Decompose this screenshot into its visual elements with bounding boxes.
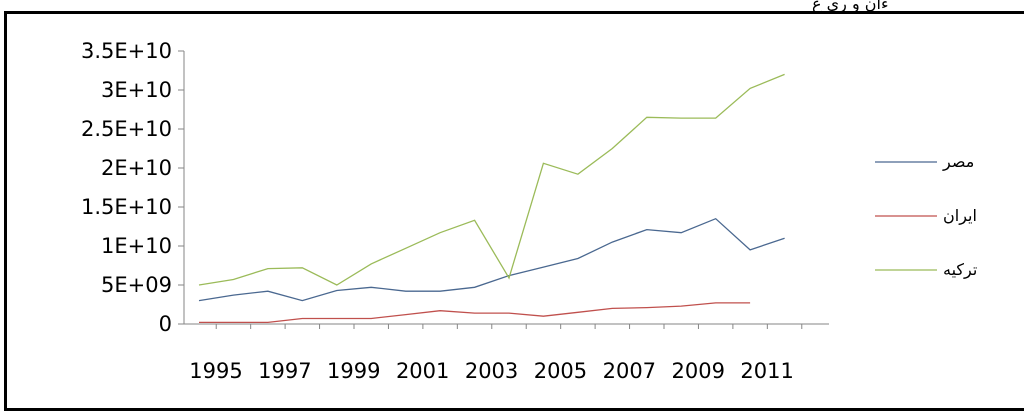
x-tick-label: 2011 <box>740 359 793 383</box>
x-tick-label: 1995 <box>189 359 242 383</box>
line-chart: 0 5E+09 1E+10 1.5E+10 2E+10 2.5E+10 3E+10 3.5E+… <box>81 39 977 383</box>
y-tick-label: 1.5E+10 <box>81 195 172 219</box>
y-tick-label: 2E+10 <box>101 156 172 180</box>
series-layer <box>198 73 785 324</box>
series-line-1 <box>198 217 785 302</box>
y-tick-label: 1E+10 <box>101 234 172 258</box>
cropped-header-text: ءان و ری ع <box>812 0 889 13</box>
x-tick-label: 1999 <box>327 359 380 383</box>
y-tick-label: 3E+10 <box>101 78 172 102</box>
chart-axes: 0 5E+09 1E+10 1.5E+10 2E+10 2.5E+10 3E+10 3.5E+… <box>81 39 829 383</box>
legend-label: مصر <box>942 152 974 172</box>
legend-item-2: ایران <box>875 206 977 226</box>
x-tick-label: 1997 <box>258 359 311 383</box>
x-tick-label: 2007 <box>603 359 656 383</box>
y-tick-label: 5E+09 <box>101 273 172 297</box>
y-tick-label: 3.5E+10 <box>81 39 172 63</box>
legend-label: ترکیه <box>943 260 977 280</box>
chart-frame: 0 5E+09 1E+10 1.5E+10 2E+10 2.5E+10 3E+10 3.5E+… <box>4 11 1024 411</box>
x-tick-label: 2005 <box>534 359 587 383</box>
chart-legend: مصر ایران ترکیه <box>875 152 977 280</box>
legend-item-3: ترکیه <box>875 260 977 280</box>
y-tick-label: 0 <box>159 312 172 336</box>
x-tick-label: 2003 <box>465 359 518 383</box>
y-tick-label: 2.5E+10 <box>81 117 172 141</box>
x-tick-label: 2009 <box>671 359 724 383</box>
series-line-2 <box>199 302 751 324</box>
legend-label: ایران <box>943 206 977 226</box>
series-line-3 <box>198 73 785 286</box>
x-tick-label: 2001 <box>396 359 449 383</box>
legend-item-1: مصر <box>875 152 974 172</box>
